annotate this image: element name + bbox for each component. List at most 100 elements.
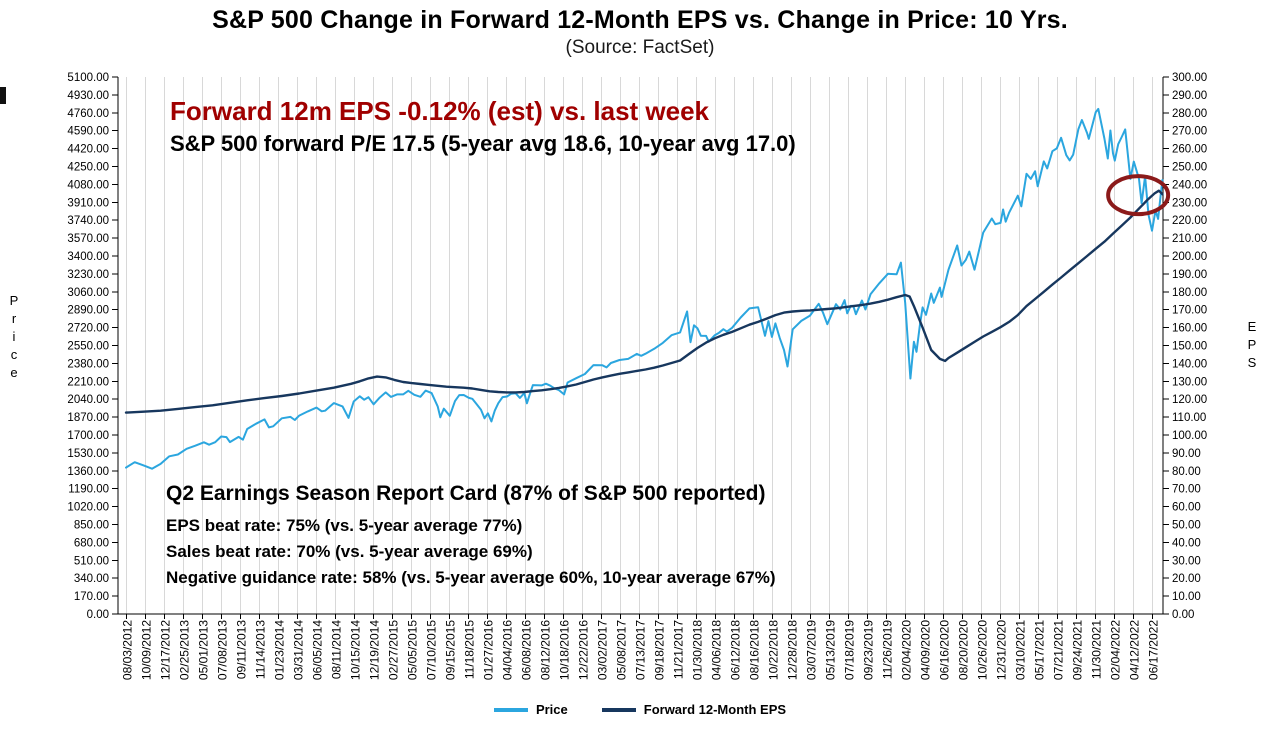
y-tick-label-right: 140.00 <box>1172 358 1207 370</box>
x-tick-label: 10/26/2020 <box>976 620 990 680</box>
x-tick-label: 09/15/2015 <box>444 620 458 680</box>
y-tick-label-left: 1870.00 <box>67 412 109 424</box>
y-tick-label-left: 510.00 <box>74 555 109 567</box>
y-tick-label-left: 3570.00 <box>67 233 109 245</box>
legend: Price Forward 12-Month EPS <box>0 702 1280 717</box>
highlight-ellipse <box>1106 174 1171 217</box>
y-tick-label-left: 1190.00 <box>68 484 109 496</box>
y-tick-label-right: 90.00 <box>1172 448 1201 460</box>
x-tick-label: 07/08/2013 <box>216 620 230 680</box>
x-tick-label: 03/02/2017 <box>596 620 610 680</box>
x-tick-label: 08/16/2018 <box>748 620 762 680</box>
x-tick-label: 11/30/2021 <box>1090 620 1104 679</box>
y-tick-label-left: 4250.00 <box>67 162 109 174</box>
x-tick-label: 11/18/2015 <box>463 620 477 679</box>
x-tick-label: 06/17/2022 <box>1147 620 1161 680</box>
y-tick-label-left: 1360.00 <box>67 466 109 478</box>
x-tick-label: 02/25/2013 <box>178 620 192 680</box>
y-tick-label-right: 50.00 <box>1172 520 1201 532</box>
x-tick-label: 05/13/2019 <box>824 620 838 680</box>
legend-item-price: Price <box>493 702 568 717</box>
eps-change-annotation: Forward 12m EPS -0.12% (est) vs. last we… <box>170 96 710 126</box>
x-tick-label: 07/21/2021 <box>1052 620 1066 680</box>
y-tick-label-left: 4590.00 <box>67 126 109 138</box>
y-tick-label-left: 4930.00 <box>67 90 109 102</box>
y-tick-label-left: 2720.00 <box>67 323 109 335</box>
x-tick-label: 08/11/2014 <box>330 620 344 679</box>
y-tick-label-right: 60.00 <box>1172 502 1201 514</box>
x-tick-label: 03/31/2014 <box>292 620 306 680</box>
x-tick-label: 04/09/2020 <box>919 620 933 680</box>
y-tick-label-left: 2210.00 <box>67 376 109 388</box>
forward-pe-annotation: S&P 500 forward P/E 17.5 (5-year avg 18.… <box>170 131 796 156</box>
y-tick-label-right: 260.00 <box>1172 144 1207 156</box>
x-tick-label: 04/04/2016 <box>501 620 515 680</box>
y-tick-label-left: 2380.00 <box>67 358 109 370</box>
y-tick-label-right: 170.00 <box>1172 305 1207 317</box>
y-tick-label-right: 120.00 <box>1172 394 1207 406</box>
edge-artifact <box>0 87 6 104</box>
x-tick-label: 12/17/2012 <box>159 620 173 680</box>
y-tick-label-left: 170.00 <box>74 591 109 603</box>
y-tick-label-left: 2550.00 <box>67 341 109 353</box>
chart-subtitle: (Source: FactSet) <box>565 37 715 58</box>
price-line-swatch <box>493 707 528 712</box>
x-tick-label: 07/10/2015 <box>425 620 439 680</box>
y-tick-label-right: 290.00 <box>1172 90 1207 102</box>
y-tick-label-left: 2040.00 <box>67 394 109 406</box>
legend-label-price: Price <box>535 702 568 717</box>
x-tick-label: 10/15/2014 <box>349 620 363 680</box>
y-tick-label-right: 180.00 <box>1172 287 1207 299</box>
y-tick-label-left: 3910.00 <box>67 197 109 209</box>
q2-sales-beat-rate: Sales beat rate: 70% (vs. 5-year average… <box>166 542 533 561</box>
y-tick-label-right: 100.00 <box>1172 430 1207 442</box>
x-tick-label: 11/26/2019 <box>881 620 895 679</box>
x-tick-label: 12/22/2016 <box>577 620 591 680</box>
eps-line <box>124 189 1164 414</box>
y-tick-label-left: 4420.00 <box>67 144 109 156</box>
x-tick-label: 08/12/2016 <box>539 620 553 680</box>
x-tick-label: 06/05/2014 <box>311 620 325 680</box>
x-tick-label: 09/24/2021 <box>1071 620 1085 680</box>
y-tick-label-right: 240.00 <box>1172 179 1207 191</box>
x-tick-label: 11/21/2017 <box>672 620 686 679</box>
x-tick-label: 09/11/2013 <box>235 620 249 679</box>
x-tick-label: 10/09/2012 <box>140 620 154 680</box>
y-tick-label-left: 850.00 <box>74 520 109 532</box>
eps-line-swatch <box>601 707 636 712</box>
y-tick-label-right: 190.00 <box>1172 269 1207 281</box>
y-tick-label-right: 110.00 <box>1172 412 1206 424</box>
x-tick-label: 10/18/2016 <box>558 620 572 680</box>
y-tick-label-right: 250.00 <box>1172 162 1207 174</box>
y-tick-label-right: 70.00 <box>1172 484 1201 496</box>
y-tick-label-right: 80.00 <box>1172 466 1201 478</box>
x-tick-label: 09/23/2019 <box>862 620 876 680</box>
x-tick-label: 04/06/2018 <box>710 620 724 680</box>
q2-negative-guidance-rate: Negative guidance rate: 58% (vs. 5-year … <box>166 568 776 587</box>
x-tick-label: 12/31/2020 <box>995 620 1009 680</box>
y-tick-label-right: 210.00 <box>1172 233 1207 245</box>
q2-eps-beat-rate: EPS beat rate: 75% (vs. 5-year average 7… <box>166 516 523 535</box>
y-tick-label-left: 3060.00 <box>67 287 109 299</box>
left-axis-title-price: P r i c e <box>9 293 19 380</box>
y-tick-label-left: 5100.00 <box>67 72 109 84</box>
y-tick-label-right: 230.00 <box>1172 197 1207 209</box>
y-tick-label-left: 1020.00 <box>67 502 109 514</box>
x-tick-label: 01/23/2014 <box>273 620 287 680</box>
x-tick-label: 01/30/2018 <box>691 620 705 680</box>
legend-item-eps: Forward 12-Month EPS <box>601 702 786 717</box>
x-tick-label: 05/08/2017 <box>615 620 629 680</box>
y-tick-label-right: 10.00 <box>1172 591 1201 603</box>
y-tick-label-right: 220.00 <box>1172 215 1207 227</box>
y-tick-label-left: 0.00 <box>87 609 109 621</box>
y-tick-label-right: 40.00 <box>1172 537 1201 549</box>
x-tick-label: 03/07/2019 <box>805 620 819 680</box>
x-tick-label: 12/28/2018 <box>786 620 800 680</box>
x-tick-label: 04/12/2022 <box>1128 620 1142 680</box>
x-tick-label: 05/17/2021 <box>1033 620 1047 680</box>
y-tick-label-left: 1700.00 <box>67 430 109 442</box>
x-tick-label: 06/12/2018 <box>729 620 743 680</box>
y-tick-label-right: 150.00 <box>1172 341 1207 353</box>
